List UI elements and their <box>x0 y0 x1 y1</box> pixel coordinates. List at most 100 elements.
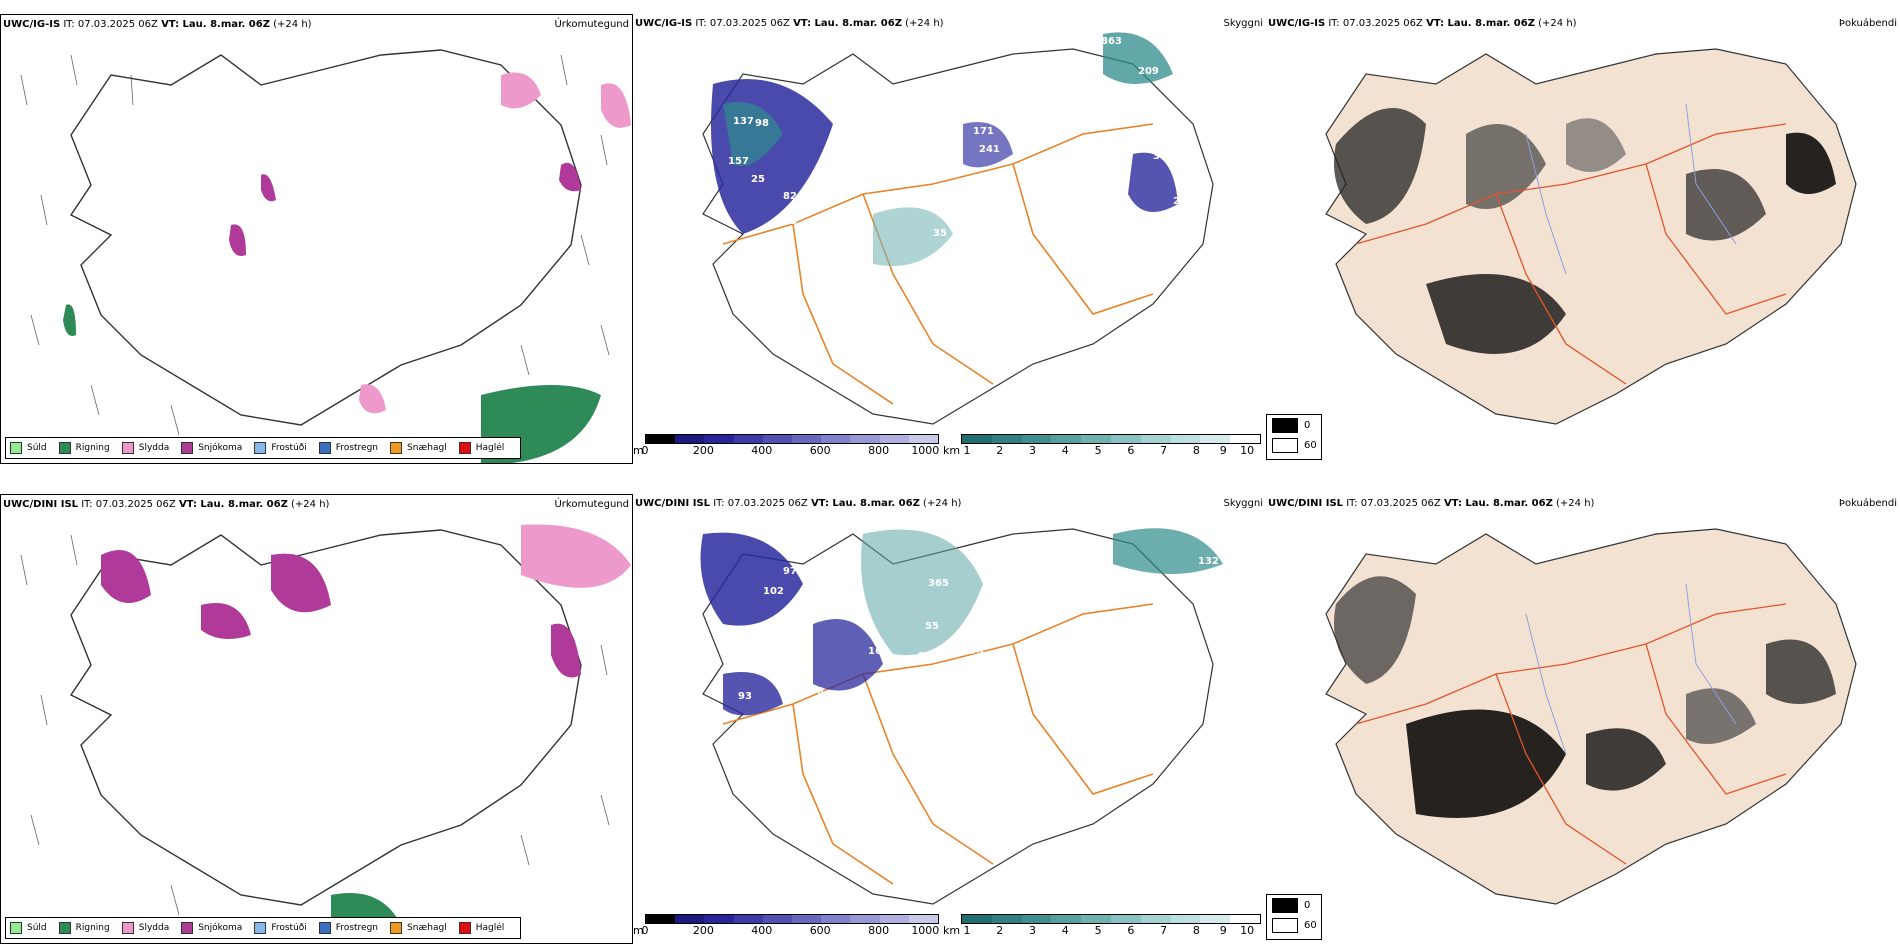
color-step <box>1170 915 1201 923</box>
fog-legend-low: 60 <box>1267 435 1321 455</box>
panel-type-label: Þokuábendi <box>1838 498 1897 509</box>
cloud-map: 863 209 137 98 157 82 95 88 95 300 213 1… <box>702 32 1257 425</box>
fog-index-panel-bottom: UWC/DINI ISL IT: 07.03.2025 06Z VT: Lau.… <box>1266 494 1900 944</box>
tick: 7 <box>1160 924 1168 937</box>
legend-swatch <box>121 442 134 454</box>
color-step <box>1230 915 1260 923</box>
color-step <box>991 915 1022 923</box>
color-step <box>1140 435 1171 443</box>
tick: 200 <box>692 924 714 937</box>
colorbar-ticks: 1 2 3 4 5 6 7 8 9 10 <box>961 924 1259 938</box>
color-step <box>850 435 880 443</box>
panel-header: UWC/DINI ISL IT: 07.03.2025 06Z VT: Lau.… <box>635 498 962 509</box>
tick: 9 <box>1219 924 1227 937</box>
legend-swatch <box>318 922 331 934</box>
roads <box>1355 603 1787 865</box>
legend-item-sudl: Súld <box>10 442 47 454</box>
rivers <box>1525 103 1737 275</box>
legend-item-haglel: Haglél <box>458 922 504 934</box>
fog-legend-low: 60 <box>1267 915 1321 935</box>
panel-type-label: Úrkomutegund <box>554 19 629 30</box>
fog-shading <box>1334 108 1836 354</box>
legend-swatch <box>10 922 22 934</box>
tick: 6 <box>1127 444 1135 457</box>
legend-item-rigning: Rigning <box>58 442 110 454</box>
panel-type-label: Skyggni <box>1223 18 1263 29</box>
panel-header: UWC/IG-IS IT: 07.03.2025 06Z VT: Lau. 8.… <box>1268 18 1577 29</box>
colorbar-swatches <box>961 434 1261 444</box>
tick: 1000 <box>911 444 940 457</box>
fog-shading <box>1334 576 1836 818</box>
color-step <box>646 915 676 923</box>
tick: 3 <box>1029 444 1037 457</box>
panel-type-label: Úrkomutegund <box>554 499 629 510</box>
color-step <box>704 435 734 443</box>
legend-item-slydda: Slydda <box>121 922 169 934</box>
ceiling-colorbar: m 0 200 400 600 800 1000 <box>633 914 943 944</box>
tick: 6 <box>1127 924 1135 937</box>
label-241: 241 <box>979 144 1000 155</box>
color-step <box>1051 435 1082 443</box>
tick: 8 <box>1192 924 1200 937</box>
label-95: 95 <box>773 236 787 247</box>
label-365: 365 <box>928 578 949 589</box>
panel-type-label: Þokuábendi <box>1838 18 1897 29</box>
cloud-map: 132 365 160 269 297 97 99 127 108 93 55 … <box>700 528 1223 905</box>
fog-legend: 0 60 <box>1266 894 1322 940</box>
colorbar-ticks: 1 2 3 4 5 6 7 8 9 10 <box>961 444 1259 458</box>
tick: 800 <box>868 444 890 457</box>
legend-item-frostudi: Frostúði <box>254 442 307 454</box>
cloud-base-panel-bottom: UWC/DINI ISL IT: 07.03.2025 06Z VT: Lau.… <box>633 494 1266 944</box>
cloud-base-labels: 863 209 137 98 157 82 95 88 95 300 213 1… <box>728 36 1257 259</box>
roads <box>722 603 1154 885</box>
label-99: 99 <box>878 696 892 707</box>
legend-swatch <box>390 442 403 454</box>
color-step <box>1200 915 1231 923</box>
legend-swatch <box>121 922 134 934</box>
label-227: 227 <box>1023 141 1044 152</box>
color-step <box>1081 915 1111 923</box>
fog-legend-high: 0 <box>1267 415 1321 435</box>
color-step <box>879 915 909 923</box>
color-step <box>821 435 851 443</box>
precip-legend: Súld Rigning Slydda Snjókoma Frostúði Fr… <box>5 917 522 939</box>
fog-index-panel-top: UWC/IG-IS IT: 07.03.2025 06Z VT: Lau. 8.… <box>1266 14 1900 464</box>
tick: 4 <box>1061 924 1069 937</box>
color-step <box>733 915 763 923</box>
tick: 600 <box>809 924 831 937</box>
iceland-coastline <box>702 48 1214 425</box>
panel-type-label: Skyggni <box>1223 498 1263 509</box>
panel-header: UWC/IG-IS IT: 07.03.2025 06Z VT: Lau. 8.… <box>635 18 944 29</box>
label-35: 35 <box>933 228 947 239</box>
color-step <box>646 435 676 443</box>
color-step <box>675 435 705 443</box>
color-step <box>1110 915 1141 923</box>
tick: 3 <box>1029 924 1037 937</box>
wind-barbs <box>20 54 610 436</box>
precip-patches <box>63 72 631 463</box>
label-297: 297 <box>918 651 939 662</box>
label-300: 300 <box>1153 151 1174 162</box>
label-23: 23 <box>1243 101 1257 112</box>
legend-item-snaehagl: Snæhagl <box>390 922 447 934</box>
rivers <box>1525 583 1737 755</box>
label-137: 137 <box>733 116 754 127</box>
color-step <box>675 915 705 923</box>
label-97: 97 <box>783 566 797 577</box>
color-step <box>1140 915 1171 923</box>
tick: 400 <box>751 924 773 937</box>
tick: 200 <box>692 444 714 457</box>
color-step <box>1200 435 1231 443</box>
precip-legend: Súld Rigning Slydda Snjókoma Frostúði Fr… <box>5 437 522 459</box>
iceland-coastline <box>69 49 582 426</box>
legend-swatch <box>458 442 471 454</box>
precip-patches <box>101 524 631 939</box>
legend-item-rigning: Rigning <box>58 922 110 934</box>
color-step <box>792 435 822 443</box>
panel-header: UWC/IG-IS IT: 07.03.2025 06Z VT: Lau. 8.… <box>3 19 312 30</box>
tick: 10 <box>1240 924 1255 937</box>
legend-swatch <box>458 922 471 934</box>
visibility-colorbar: km 1 2 3 4 5 6 7 8 9 10 <box>943 914 1266 944</box>
legend-swatch <box>254 922 267 934</box>
label-93: 93 <box>738 691 752 702</box>
